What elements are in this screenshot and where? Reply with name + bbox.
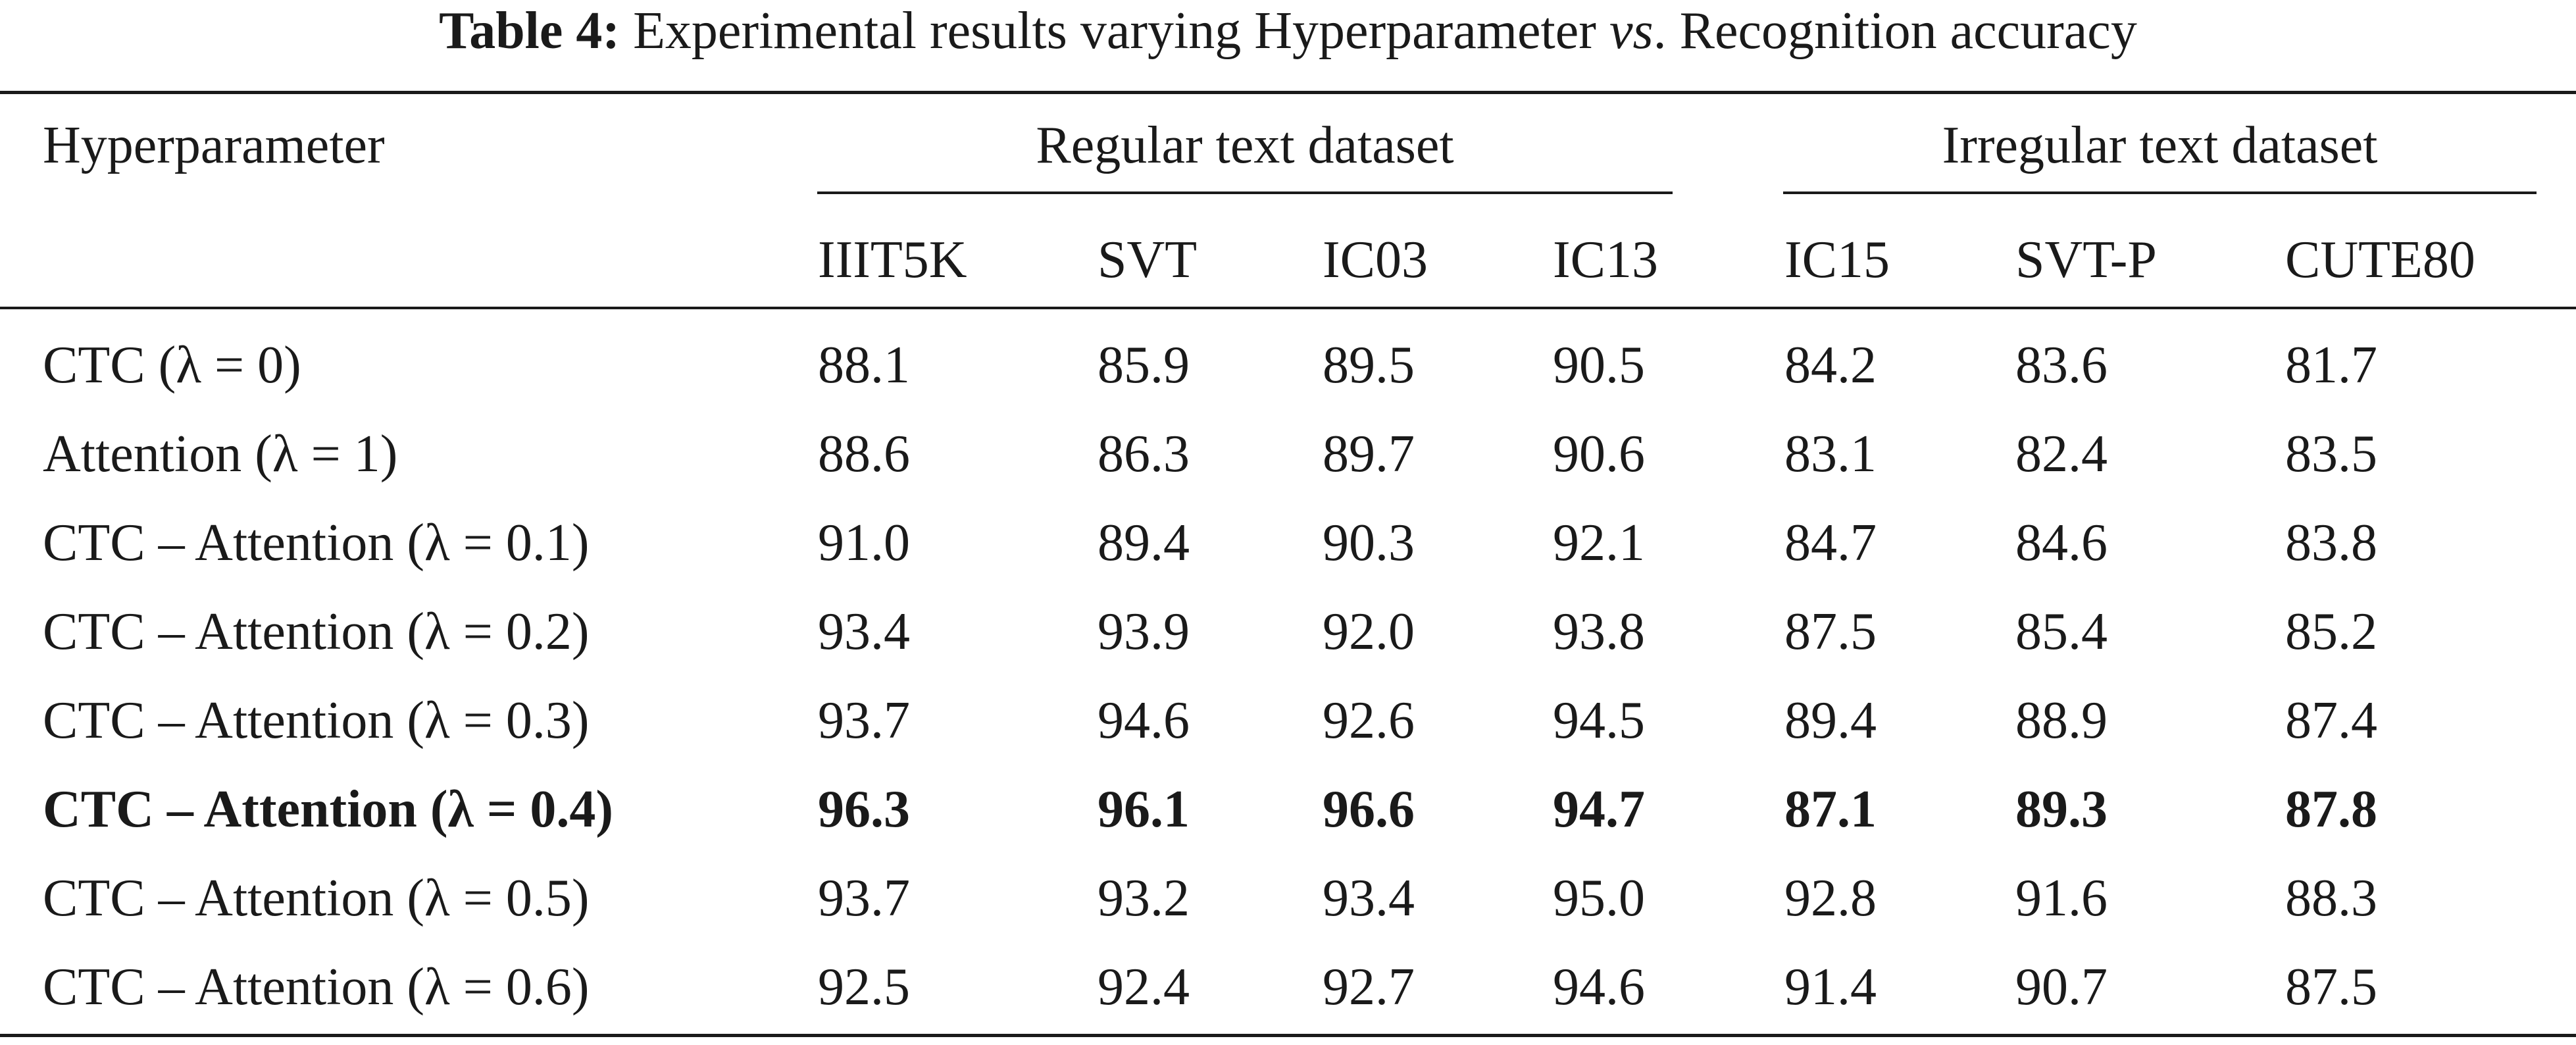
cell-svt-p: 85.4 xyxy=(2015,603,2108,661)
row-label: CTC – Attention (λ = 0.1) xyxy=(43,514,590,572)
cell-ic15: 84.2 xyxy=(1784,336,1877,394)
cell-ic13: 94.6 xyxy=(1553,958,1645,1016)
cell-svt: 94.6 xyxy=(1098,692,1190,750)
group-rule-irregular xyxy=(1783,191,2537,194)
cell-ic15: 89.4 xyxy=(1784,692,1877,750)
table-row: CTC (λ = 0) 88.1 85.9 89.5 90.5 84.2 83.… xyxy=(0,334,2576,423)
cell-ic13: 93.8 xyxy=(1553,603,1645,661)
cell-ic03: 90.3 xyxy=(1323,514,1415,572)
cell-cute80: 87.8 xyxy=(2285,780,2377,838)
cell-ic03: 92.7 xyxy=(1323,958,1415,1016)
cell-ic03: 89.5 xyxy=(1323,336,1415,394)
row-label: CTC – Attention (λ = 0.3) xyxy=(43,692,590,750)
cell-ic13: 92.1 xyxy=(1553,514,1645,572)
caption-text-italic: vs xyxy=(1609,2,1654,60)
cell-iiit5k: 88.6 xyxy=(818,425,910,483)
cell-svt-p: 82.4 xyxy=(2015,425,2108,483)
row-label: Attention (λ = 1) xyxy=(43,425,398,483)
group-rule-regular xyxy=(817,191,1673,194)
cell-ic03: 92.6 xyxy=(1323,692,1415,750)
cell-svt-p: 84.6 xyxy=(2015,514,2108,572)
column-header-cute80: CUTE80 xyxy=(2285,231,2475,289)
table-row-best: CTC – Attention (λ = 0.4) 96.3 96.1 96.6… xyxy=(0,778,2576,867)
table-row: Attention (λ = 1) 88.6 86.3 89.7 90.6 83… xyxy=(0,423,2576,512)
row-label: CTC – Attention (λ = 0.2) xyxy=(43,603,590,661)
cell-ic13: 95.0 xyxy=(1553,869,1645,927)
cell-iiit5k: 93.7 xyxy=(818,692,910,750)
cell-svt: 89.4 xyxy=(1098,514,1190,572)
table-row: CTC – Attention (λ = 0.1) 91.0 89.4 90.3… xyxy=(0,512,2576,601)
cell-ic13: 94.5 xyxy=(1553,692,1645,750)
table-caption: Table 4: Experimental results varying Hy… xyxy=(0,0,2576,72)
cell-svt: 85.9 xyxy=(1098,336,1190,394)
cell-ic03: 89.7 xyxy=(1323,425,1415,483)
cell-ic13: 94.7 xyxy=(1553,780,1645,838)
column-header-ic15: IC15 xyxy=(1784,231,1890,289)
caption-text-before: Experimental results varying Hyperparame… xyxy=(620,2,1609,60)
row-label: CTC – Attention (λ = 0.4) xyxy=(43,780,614,838)
row-header-label: Hyperparameter xyxy=(43,116,385,174)
cell-ic13: 90.6 xyxy=(1553,425,1645,483)
cell-ic03: 93.4 xyxy=(1323,869,1415,927)
cell-cute80: 87.5 xyxy=(2285,958,2377,1016)
cell-ic15: 87.1 xyxy=(1784,780,1877,838)
column-header-ic03: IC03 xyxy=(1323,231,1428,289)
cell-svt-p: 90.7 xyxy=(2015,958,2108,1016)
cell-ic03: 92.0 xyxy=(1323,603,1415,661)
group-header-irregular: Irregular text dataset xyxy=(1942,116,2378,174)
cell-ic03: 96.6 xyxy=(1323,780,1415,838)
caption-text-after: . Recognition accuracy xyxy=(1653,2,2137,60)
cell-cute80: 83.8 xyxy=(2285,514,2377,572)
cell-svt-p: 91.6 xyxy=(2015,869,2108,927)
cell-svt: 93.9 xyxy=(1098,603,1190,661)
column-header-iiit5k: IIIT5K xyxy=(818,231,967,289)
cell-ic15: 92.8 xyxy=(1784,869,1877,927)
cell-ic15: 83.1 xyxy=(1784,425,1877,483)
table-top-rule xyxy=(0,91,2576,94)
cell-cute80: 81.7 xyxy=(2285,336,2377,394)
cell-svt-p: 88.9 xyxy=(2015,692,2108,750)
cell-ic15: 91.4 xyxy=(1784,958,1877,1016)
table-header-rule xyxy=(0,307,2576,309)
cell-cute80: 87.4 xyxy=(2285,692,2377,750)
caption-label: Table 4: xyxy=(439,2,620,60)
cell-iiit5k: 92.5 xyxy=(818,958,910,1016)
table-row: CTC – Attention (λ = 0.3) 93.7 94.6 92.6… xyxy=(0,690,2576,778)
row-label: CTC – Attention (λ = 0.5) xyxy=(43,869,590,927)
cell-ic15: 87.5 xyxy=(1784,603,1877,661)
cell-iiit5k: 91.0 xyxy=(818,514,910,572)
cell-cute80: 88.3 xyxy=(2285,869,2377,927)
table-row: CTC – Attention (λ = 0.5) 93.7 93.2 93.4… xyxy=(0,867,2576,956)
cell-iiit5k: 88.1 xyxy=(818,336,910,394)
row-label: CTC – Attention (λ = 0.6) xyxy=(43,958,590,1016)
cell-ic13: 90.5 xyxy=(1553,336,1645,394)
cell-svt: 92.4 xyxy=(1098,958,1190,1016)
table-row: CTC – Attention (λ = 0.6) 92.5 92.4 92.7… xyxy=(0,956,2576,1045)
cell-svt: 96.1 xyxy=(1098,780,1190,838)
table-row: CTC – Attention (λ = 0.2) 93.4 93.9 92.0… xyxy=(0,601,2576,690)
column-header-svt-p: SVT-P xyxy=(2015,231,2157,289)
column-header-svt: SVT xyxy=(1098,231,1198,289)
cell-iiit5k: 93.7 xyxy=(818,869,910,927)
cell-cute80: 85.2 xyxy=(2285,603,2377,661)
cell-cute80: 83.5 xyxy=(2285,425,2377,483)
table-bottom-rule xyxy=(0,1034,2576,1037)
column-header-ic13: IC13 xyxy=(1553,231,1658,289)
cell-svt: 86.3 xyxy=(1098,425,1190,483)
cell-svt: 93.2 xyxy=(1098,869,1190,927)
cell-iiit5k: 96.3 xyxy=(818,780,910,838)
cell-iiit5k: 93.4 xyxy=(818,603,910,661)
cell-ic15: 84.7 xyxy=(1784,514,1877,572)
row-label: CTC (λ = 0) xyxy=(43,336,301,394)
cell-svt-p: 89.3 xyxy=(2015,780,2108,838)
cell-svt-p: 83.6 xyxy=(2015,336,2108,394)
group-header-regular: Regular text dataset xyxy=(1036,116,1454,174)
